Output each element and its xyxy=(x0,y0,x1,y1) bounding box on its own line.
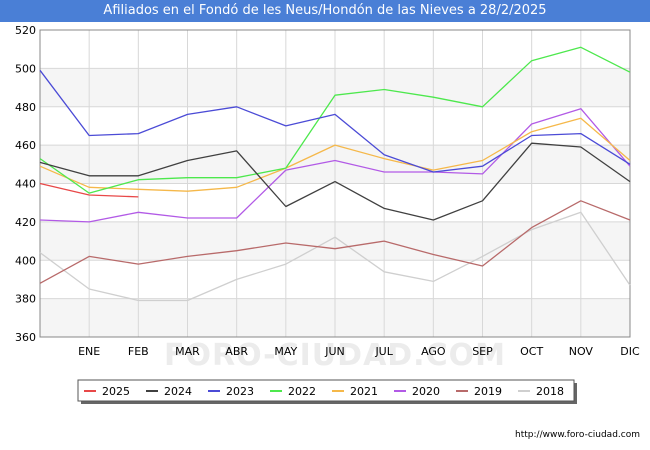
watermark: FORO-CIUDAD.COM xyxy=(164,338,506,373)
legend-label: 2025 xyxy=(102,385,130,398)
legend-label: 2021 xyxy=(350,385,378,398)
legend: 2025 2024 2023 2022 2021 2020 2019 2018 xyxy=(77,379,577,404)
legend-item-2025: 2025 xyxy=(84,385,130,398)
x-tick-label: MAR xyxy=(175,345,200,358)
y-tick-label: 380 xyxy=(15,293,36,306)
x-axis-ticks: ENE FEB MAR ABR MAY JUN JUL AGO SEP OCT NOV DIC xyxy=(78,345,640,358)
legend-label: 2024 xyxy=(164,385,192,398)
x-tick-label: ABR xyxy=(225,345,248,358)
y-axis-ticks: 360 380 400 420 440 460 480 500 520 xyxy=(15,24,36,344)
grid-lines xyxy=(40,29,631,338)
legend-item-2023: 2023 xyxy=(208,385,254,398)
x-tick-label: MAY xyxy=(274,345,297,358)
y-tick-label: 440 xyxy=(15,178,36,191)
y-tick-label: 520 xyxy=(15,24,36,37)
legend-label: 2020 xyxy=(412,385,440,398)
series-line-2024 xyxy=(39,142,631,221)
series-lines xyxy=(39,46,631,302)
x-tick-label: DIC xyxy=(620,345,640,358)
source-url: http://www.foro-ciudad.com xyxy=(515,430,640,440)
x-tick-label: ENE xyxy=(78,345,100,358)
x-tick-label: OCT xyxy=(520,345,543,358)
legend-item-2019: 2019 xyxy=(456,385,502,398)
series-line-2021 xyxy=(39,117,631,192)
y-tick-label: 360 xyxy=(15,331,36,344)
legend-box xyxy=(77,379,575,402)
series-line-2018 xyxy=(39,211,631,302)
x-tick-label: AGO xyxy=(421,345,446,358)
series-line-2025 xyxy=(39,182,139,198)
legend-item-2024: 2024 xyxy=(146,385,192,398)
y-tick-label: 400 xyxy=(15,254,36,267)
series-line-2023 xyxy=(39,69,631,173)
y-tick-label: 460 xyxy=(15,139,36,152)
x-tick-label: SEP xyxy=(472,345,493,358)
x-tick-label: FEB xyxy=(128,345,149,358)
series-line-2020 xyxy=(39,108,631,223)
chart-title: Afiliados en el Fondó de les Neus/Hondón… xyxy=(0,0,650,22)
series-line-2019 xyxy=(39,200,631,284)
x-tick-label: JUL xyxy=(374,345,393,358)
legend-item-2020: 2020 xyxy=(394,385,440,398)
legend-item-2021: 2021 xyxy=(332,385,378,398)
legend-label: 2022 xyxy=(288,385,316,398)
x-tick-label: NOV xyxy=(569,345,594,358)
y-tick-label: 500 xyxy=(15,62,36,75)
legend-label: 2018 xyxy=(536,385,564,398)
series-line-2022 xyxy=(39,46,631,194)
legend-item-2018: 2018 xyxy=(518,385,564,398)
y-tick-label: 480 xyxy=(15,101,36,114)
legend-label: 2023 xyxy=(226,385,254,398)
y-tick-label: 420 xyxy=(15,216,36,229)
legend-label: 2019 xyxy=(474,385,502,398)
legend-item-2022: 2022 xyxy=(270,385,316,398)
x-tick-label: JUN xyxy=(324,345,345,358)
